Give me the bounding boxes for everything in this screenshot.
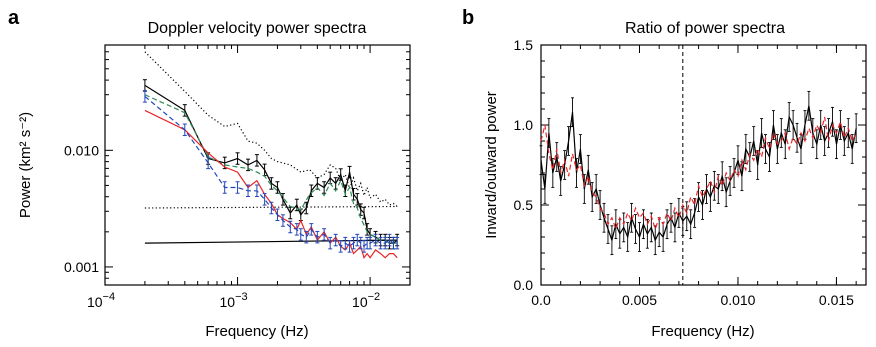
panel-a-plot-frame (104, 44, 411, 286)
panel-b-xlabel: Frequency (Hz) (651, 323, 754, 340)
panel-b-plot-frame (540, 44, 867, 286)
panel-b-ticks: 0.0 0.005 0.010 0.015 0.0 0.5 1.0 1.5 (514, 37, 866, 308)
panel-a-title: Doppler velocity power spectra (148, 20, 367, 37)
series-line-6 (144, 95, 398, 248)
y-tick-label: 0.001 (64, 259, 99, 275)
x-tick-label: 10−2 (352, 291, 380, 310)
series-line-1 (540, 116, 857, 231)
x-tick-label: 10−3 (219, 291, 247, 310)
panel-b-series (539, 45, 858, 285)
y-tick-label: 0.0 (514, 277, 534, 293)
x-tick-label: 10−4 (87, 291, 115, 310)
y-tick-label: 0.5 (514, 197, 534, 213)
series-line-3 (144, 84, 398, 244)
panel-a-letter: a (8, 7, 20, 29)
series-line-2 (144, 239, 398, 244)
y-tick-label: 1.0 (514, 117, 534, 133)
x-tick-label: 0.010 (720, 292, 755, 308)
panel-b-letter: b (462, 7, 474, 29)
y-tick-label: 0.010 (64, 142, 99, 158)
panel-a-series (142, 51, 400, 260)
y-tick-label: 1.5 (514, 37, 534, 53)
x-tick-label: 0.005 (622, 292, 657, 308)
panel-b-ylabel: Inward/outward power (483, 91, 500, 239)
panel-a-xlabel: Frequency (Hz) (205, 323, 308, 340)
series-line-0 (144, 51, 398, 207)
x-tick-label: 0.0 (531, 292, 551, 308)
series-line-4 (144, 94, 398, 244)
panel-a-ticks: 10−4 10−3 10−2 0.001 0.010 (64, 44, 411, 310)
x-tick-label: 0.015 (819, 292, 854, 308)
panel-a-ylabel: Power (km² s⁻²) (17, 112, 34, 218)
panel-b-title: Ratio of power spectra (625, 20, 785, 37)
